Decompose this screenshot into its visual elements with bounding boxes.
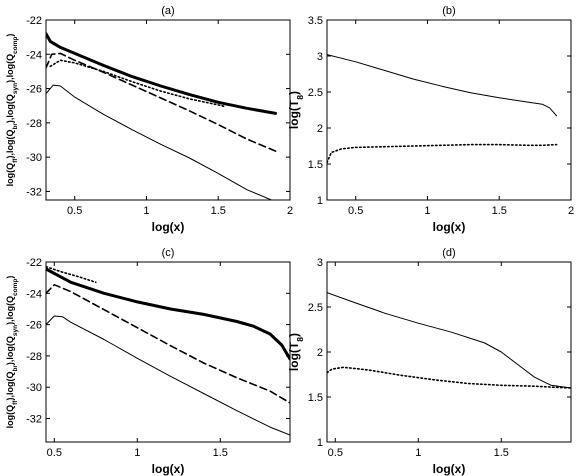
y-axis-label-part: ),log(Q <box>5 94 15 123</box>
y-axis-label-part: ),log(Q <box>5 54 15 83</box>
y-tick-label: 2 <box>317 123 323 135</box>
panel-c: (c) 0.5 1 1.5 -32 -30 -28 -26 -24 -22 log(x) log(Qf… <box>5 247 291 476</box>
x-tick-label: 1 <box>134 447 140 459</box>
series-line-thick <box>46 267 290 361</box>
panel-b: (b) 0.5 1 1.5 2 1 1.5 2 2.5 3 3.5 log(x) log(T8) <box>287 5 574 234</box>
y-tick-label: 2.5 <box>308 302 323 314</box>
axes-frame <box>326 261 572 443</box>
x-tick-label: 1.5 <box>213 447 228 459</box>
x-tick-label: 2 <box>287 205 293 217</box>
y-axis-label: log(Qff),log(Qbr),log(Qsyn),log(Qcomp) <box>5 276 19 429</box>
y-tick-label: -28 <box>26 118 42 130</box>
y-axis-label-part: log(Q <box>5 163 15 187</box>
y-tick-label: -22 <box>26 257 42 269</box>
y-axis-label-part: comp <box>12 37 19 54</box>
series-line-dotted <box>49 59 227 108</box>
y-axis-label-part: br <box>12 365 19 372</box>
y-axis-label-part: ),log(Q <box>5 130 15 159</box>
y-tick-label: 1 <box>317 437 323 449</box>
x-tick-label: 1.5 <box>492 205 507 217</box>
y-axis-label-part: log(T <box>287 341 301 371</box>
series-line-dashed <box>46 283 290 404</box>
panel-a: (a) 0.5 1 1.5 2 -32 -30 -28 -26 -24 -22 log(x) log(Q… <box>5 5 293 234</box>
series-group <box>46 32 278 200</box>
x-tick-label: 1 <box>424 205 430 217</box>
x-tick-label: 0.5 <box>67 205 82 217</box>
y-axis-label-part: ) <box>5 34 15 37</box>
x-tick-label: 0.5 <box>348 205 363 217</box>
y-tick-label: -26 <box>26 84 42 96</box>
y-tick-label: -24 <box>26 49 42 61</box>
x-axis-label: log(x) <box>433 462 466 476</box>
y-axis-label-part: 8 <box>295 337 305 342</box>
y-axis-label-part: log(Q <box>5 405 15 429</box>
y-axis-label-part: ) <box>287 333 301 337</box>
y-axis-label: log(T8) <box>287 333 305 371</box>
panel-d: (d) 0.5 1 1.5 1 1.5 2 2.5 3 log(x) log(T8) <box>287 247 572 476</box>
y-tick-label: -26 <box>26 320 42 332</box>
y-axis-label: log(Qff),log(Qbr),log(Qsyn),log(Qcomp) <box>5 34 19 187</box>
y-tick-label: 2 <box>317 347 323 359</box>
y-tick-label: 3 <box>317 51 323 63</box>
y-tick-label: 2.5 <box>308 87 323 99</box>
y-tick-label: -32 <box>26 414 42 426</box>
series-line-dotted <box>327 143 558 164</box>
x-axis-label: log(x) <box>152 220 185 234</box>
y-tick-label: -30 <box>26 382 42 394</box>
series-line-dotted <box>46 265 97 284</box>
y-tick-label: -28 <box>26 351 42 363</box>
panel-title: (b) <box>442 5 455 17</box>
x-tick-label: 1 <box>415 447 421 459</box>
y-tick-label: 1.5 <box>308 392 323 404</box>
series-line-dashed <box>46 52 277 152</box>
y-axis-label-part: ),log(Q <box>5 372 15 401</box>
series-line-thin <box>46 84 273 200</box>
y-axis-label-part: ff <box>12 158 19 163</box>
x-axis-label: log(x) <box>152 462 185 476</box>
x-axis-label: log(x) <box>433 220 466 234</box>
y-tick-label: 1 <box>317 195 323 207</box>
axes-frame <box>45 261 291 443</box>
y-axis-label-part: ),log(Q <box>5 296 15 325</box>
y-tick-label: -32 <box>26 186 42 198</box>
y-axis-label-part: syn <box>12 325 19 336</box>
series-group <box>327 292 571 389</box>
y-axis-label-part: ) <box>5 276 15 279</box>
y-axis-label-part: ff <box>12 400 19 405</box>
y-axis-label-part: comp <box>12 279 19 296</box>
series-line-thin <box>327 292 571 389</box>
panel-title: (a) <box>161 5 174 17</box>
y-tick-label: -30 <box>26 152 42 164</box>
y-axis-label: log(T8) <box>287 91 305 129</box>
y-tick-label: -22 <box>26 15 42 27</box>
x-tick-label: 1.5 <box>211 205 226 217</box>
axes-frame <box>45 19 291 201</box>
series-group <box>327 54 558 164</box>
y-axis-label-part: syn <box>12 83 19 94</box>
series-group <box>46 265 290 436</box>
series-line-dotted <box>327 366 571 389</box>
axes-frame <box>326 19 572 201</box>
y-axis-label-part: ),log(Q <box>5 336 15 365</box>
y-axis-label-part: 8 <box>295 95 305 100</box>
x-tick-label: 2 <box>568 205 574 217</box>
series-line-thin <box>46 315 290 436</box>
y-tick-label: 3.5 <box>308 15 323 27</box>
y-axis-label-part: br <box>12 123 19 130</box>
series-line-thick <box>46 32 278 115</box>
series-line-thin <box>327 54 558 117</box>
y-axis-label-part: log(T <box>287 99 301 129</box>
x-tick-label: 1.5 <box>494 447 509 459</box>
x-tick-label: 1 <box>143 205 149 217</box>
y-tick-label: 1.5 <box>308 159 323 171</box>
y-tick-label: 3 <box>317 257 323 269</box>
panel-title: (d) <box>442 247 455 259</box>
x-tick-label: 0.5 <box>328 447 343 459</box>
y-axis-label-part: ) <box>287 91 301 95</box>
panel-title: (c) <box>162 247 175 259</box>
x-tick-label: 0.5 <box>47 447 62 459</box>
y-tick-label: -24 <box>26 288 42 300</box>
